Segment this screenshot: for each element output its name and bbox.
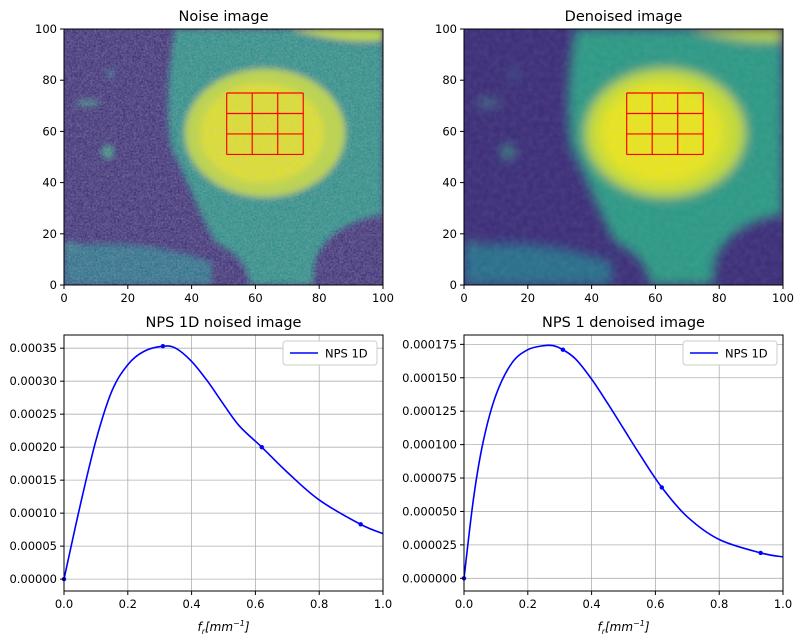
noise-ytick-label: 100 [35, 22, 57, 36]
nps-denoised-data-point [758, 550, 763, 556]
noise-image-axes: 0 20 40 60 80 100 0 20 40 60 80 100 [35, 22, 394, 305]
nps-denoised-legend-label: NPS 1D [725, 347, 768, 361]
denoised-ytick-label: 20 [442, 227, 457, 241]
nps-noised-data-point [259, 444, 264, 450]
nps-noised-grid [63, 335, 384, 591]
denoised-ytick-label: 60 [442, 124, 457, 138]
nps-noised-ytick-label: 0.00010 [9, 506, 57, 520]
noise-xtick-label: 100 [372, 291, 394, 305]
nps-denoised-legend: NPS 1D [682, 340, 778, 366]
nps-noised-title: NPS 1D noised image [146, 315, 302, 331]
denoised-ytick-label: 40 [442, 176, 457, 190]
nps-noised-xtick-label: 1.0 [374, 597, 392, 611]
nps-noised-ytick-label: 0.00000 [9, 572, 57, 586]
denoised-xtick-label: 20 [520, 291, 535, 305]
denoised-xtick-label: 0 [460, 291, 467, 305]
noise-ytick-label: 80 [42, 73, 57, 87]
nps-denoised-xtick-label: 0.6 [646, 597, 664, 611]
denoised-ytick-label: 100 [435, 22, 457, 36]
noise-xtick-label: 0 [60, 291, 67, 305]
nps-denoised-axes: 0.0 0.2 0.4 0.6 0.8 1.0 0.000000 0.000025 0.0000… [402, 337, 792, 611]
nps-noised-xlabel: fr[mm−1] [197, 619, 249, 636]
noise-ytick-label: 40 [42, 176, 57, 190]
nps-noised-frame [63, 334, 384, 592]
nps-denoised-panel: NPS 1 denoised image 0.0 0.2 0.4 0.6 0.8 1.00… [402, 315, 792, 636]
nps-denoised-data-point [659, 485, 664, 490]
noise-xtick-label: 20 [120, 291, 135, 305]
nps-noised-panel: NPS 1D noised image 0.0 0.2 0.4 0.6 0.8 1.00.… [9, 315, 392, 636]
noise-xtick-label: 80 [312, 291, 327, 305]
nps-denoised-xtick-label: 0.0 [455, 597, 473, 611]
noise-image-heatmap [64, 29, 383, 285]
noise-image-title: Noise image [179, 9, 269, 25]
denoised-ytick-label: 0 [450, 278, 457, 292]
nps-denoised-ytick-label: 0.000075 [402, 471, 457, 485]
nps-noised-ytick-label: 0.00020 [9, 440, 57, 454]
nps-denoised-ytick-label: 0.000125 [402, 404, 457, 418]
nps-noised-legend: NPS 1D [282, 340, 378, 366]
nps-denoised-xlabel: fr[mm−1] [597, 619, 649, 636]
denoised-image-title: Denoised image [565, 9, 683, 25]
noise-xtick-label: 40 [184, 291, 199, 305]
nps-noised-ytick-label: 0.00015 [9, 473, 57, 487]
denoised-xtick-label: 80 [712, 291, 727, 305]
nps-denoised-series-line [463, 344, 784, 579]
nps-noised-ytick-label: 0.00025 [9, 407, 57, 421]
nps-noised-data-point [358, 522, 363, 527]
nps-noised-series [61, 344, 384, 582]
nps-noised-legend-label: NPS 1D [325, 347, 368, 361]
nps-denoised-series [461, 344, 784, 581]
noise-roi-grid [226, 92, 304, 156]
nps-denoised-ytick-label: 0.000000 [402, 571, 457, 585]
noise-xtick-label: 60 [248, 291, 263, 305]
nps-denoised-xtick-label: 0.2 [519, 597, 537, 611]
denoised-image-axes: 0 20 40 60 80 100 0 20 40 60 80 100 [435, 22, 794, 305]
nps-denoised-ytick-label: 0.000150 [402, 371, 457, 385]
nps-denoised-data-point [560, 347, 566, 352]
nps-denoised-grid [463, 335, 784, 591]
nps-noised-xtick-label: 0.4 [182, 597, 200, 611]
nps-noised-xtick-label: 0.6 [246, 597, 264, 611]
nps-noised-axes: 0.0 0.2 0.4 0.6 0.8 1.0 0.00000 0.00005 0.00010 0… [9, 341, 392, 611]
nps-denoised-xtick-label: 0.8 [710, 597, 728, 611]
denoised-xtick-label: 100 [772, 291, 794, 305]
nps-noised-xtick-label: 0.0 [55, 597, 73, 611]
nps-noised-ytick-label: 0.00030 [9, 374, 57, 388]
nps-denoised-ytick-label: 0.000050 [402, 504, 457, 518]
denoised-image-frame [463, 28, 784, 286]
nps-noised-data-point [160, 344, 166, 349]
noise-image-panel: Noise image 0 20 40 60 80 100 0 20 40 60 80 100 [35, 9, 394, 305]
denoised-image-panel: Denoised image 0 20 40 60 80 100 0 20 40 60 80 100 [435, 9, 794, 305]
nps-noised-series-line [63, 345, 384, 580]
nps-denoised-ytick-label: 0.000100 [402, 438, 457, 452]
nps-noised-ytick-label: 0.00005 [9, 539, 57, 553]
nps-denoised-frame [463, 334, 784, 592]
nps-denoised-ytick-label: 0.000175 [402, 337, 457, 351]
noise-ytick-label: 20 [42, 227, 57, 241]
noise-ytick-label: 0 [50, 278, 57, 292]
noise-image-frame [63, 28, 384, 286]
nps-denoised-xtick-label: 0.4 [582, 597, 600, 611]
nps-denoised-title: NPS 1 denoised image [542, 315, 705, 331]
denoised-roi-grid [626, 92, 704, 156]
nps-denoised-xtick-label: 1.0 [774, 597, 792, 611]
denoised-xtick-label: 60 [648, 291, 663, 305]
nps-noised-xtick-label: 0.8 [310, 597, 328, 611]
nps-denoised-ytick-label: 0.000025 [402, 538, 457, 552]
denoised-image-heatmap [464, 29, 783, 285]
denoised-xtick-label: 40 [584, 291, 599, 305]
denoised-ytick-label: 80 [442, 73, 457, 87]
nps-noised-xtick-label: 0.2 [119, 597, 137, 611]
nps-noised-ytick-label: 0.00035 [9, 341, 57, 355]
noise-ytick-label: 60 [42, 124, 57, 138]
